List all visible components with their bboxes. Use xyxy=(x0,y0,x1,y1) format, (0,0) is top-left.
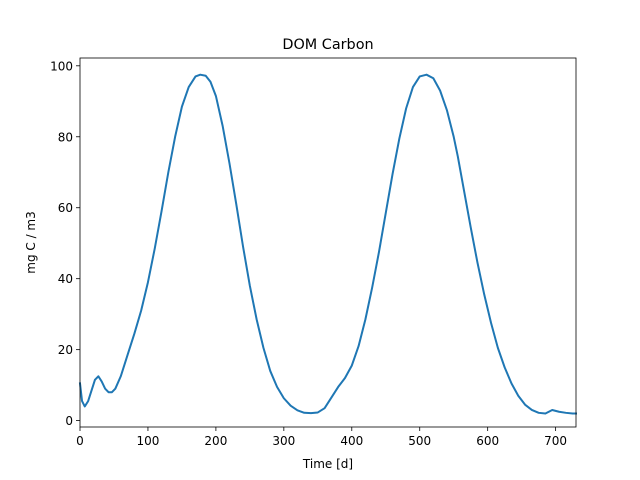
x-tick-label: 200 xyxy=(204,434,227,448)
plot-area xyxy=(78,57,577,428)
y-axis-title: mg C / m3 xyxy=(24,211,38,274)
x-tick-label: 500 xyxy=(408,434,431,448)
plot-frame xyxy=(79,57,577,428)
y-tick-label: 0 xyxy=(65,414,73,428)
y-axis: 0 20 40 60 80 100 xyxy=(50,59,80,428)
x-tick-label: 700 xyxy=(544,434,567,448)
chart-title: DOM Carbon xyxy=(282,37,373,53)
plot-background xyxy=(80,58,576,427)
y-tick-label: 60 xyxy=(58,201,73,215)
y-tick-label: 80 xyxy=(58,130,73,144)
x-tick-label: 300 xyxy=(272,434,295,448)
x-tick-label: 0 xyxy=(76,434,84,448)
x-axis: 0 100 200 300 400 500 600 700 xyxy=(76,427,567,448)
y-tick-label: 40 xyxy=(58,272,73,286)
x-tick-label: 600 xyxy=(476,434,499,448)
y-tick-label: 100 xyxy=(50,59,73,73)
x-axis-title: Time [d] xyxy=(302,457,353,471)
x-tick-label: 400 xyxy=(340,434,363,448)
y-tick-label: 20 xyxy=(58,343,73,357)
series-line xyxy=(78,73,577,415)
x-tick-label: 100 xyxy=(136,434,159,448)
